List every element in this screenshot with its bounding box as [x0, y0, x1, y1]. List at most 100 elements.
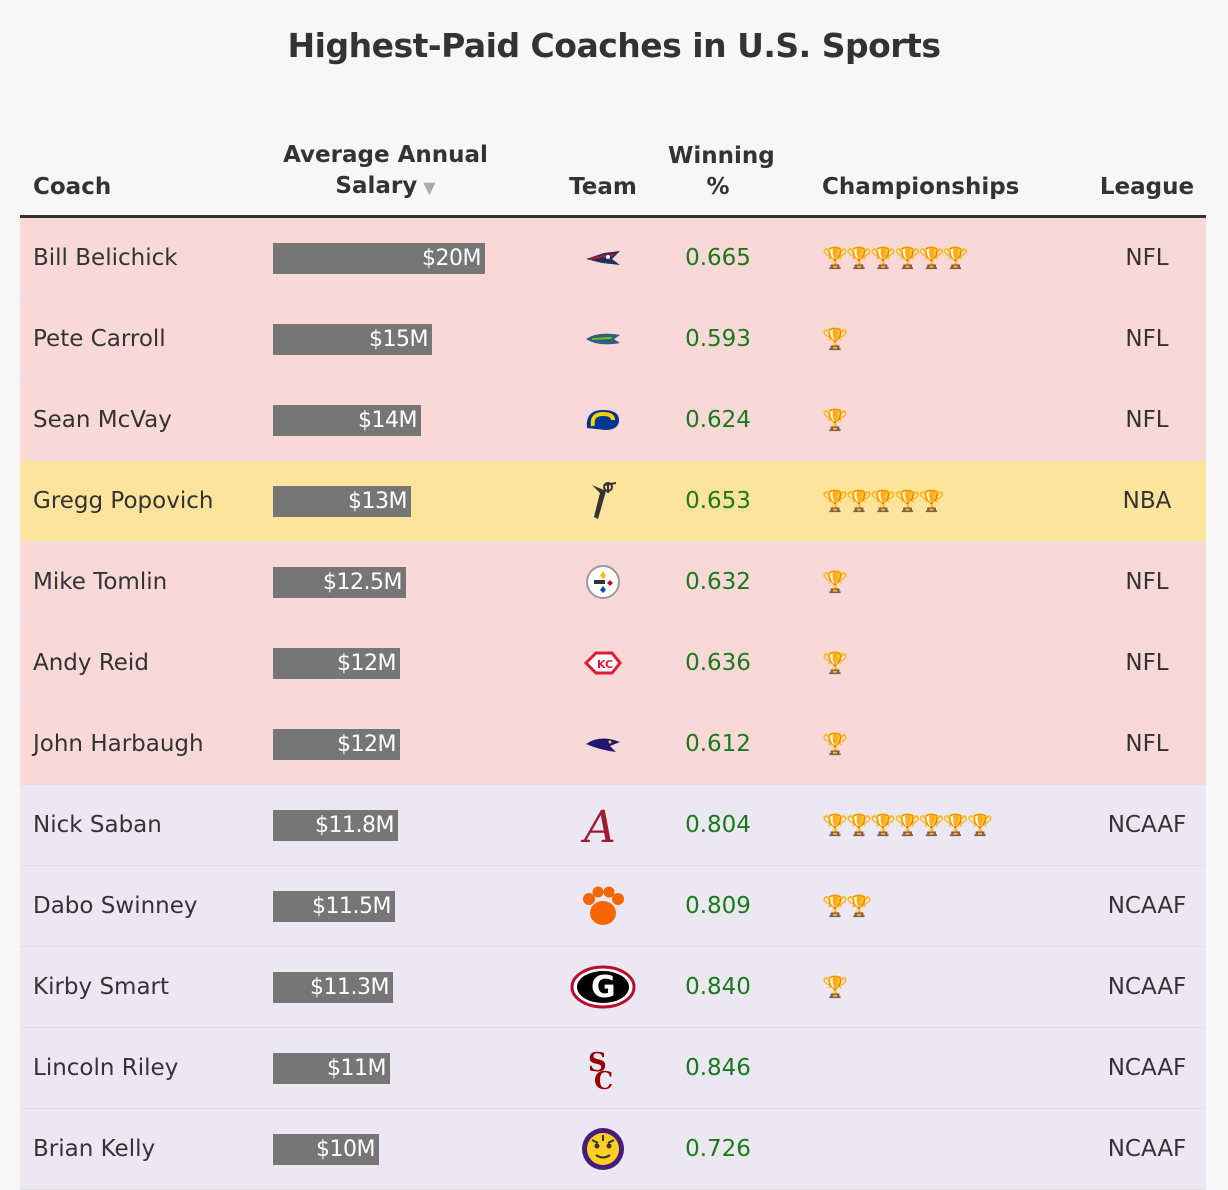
- salary-bar-track: $20M: [273, 243, 498, 274]
- patriots-logo-icon: [548, 218, 658, 298]
- trophy-icon: 🏆: [918, 246, 945, 270]
- header-salary[interactable]: Average Annual Salary ▼: [273, 140, 498, 203]
- table-row: Sean McVay $14M 0.624 🏆 NFL: [20, 380, 1206, 461]
- trophy-icon: 🏆: [822, 489, 848, 513]
- trophy-icon: 🏆: [870, 246, 896, 270]
- winning-percentage: 0.653: [685, 488, 751, 514]
- rams-logo-icon: [548, 380, 658, 460]
- header-salary-line1: Average Annual: [283, 142, 488, 168]
- league-label: NFL: [1125, 326, 1169, 352]
- coach-name: Brian Kelly: [33, 1136, 156, 1162]
- salary-bar-track: $15M: [273, 324, 498, 355]
- table-row: Brian Kelly $10M 0.726 NCAAF: [20, 1109, 1206, 1190]
- winning-percentage: 0.665: [685, 245, 751, 271]
- seahawks-logo-icon: [548, 299, 658, 379]
- league-label: NCAAF: [1107, 812, 1187, 838]
- sort-desc-icon[interactable]: ▼: [423, 178, 436, 197]
- salary-bar: $11.3M: [273, 972, 393, 1003]
- svg-text:G: G: [591, 970, 616, 1005]
- trophy-icon: 🏆: [846, 246, 872, 270]
- salary-bar: $11.8M: [273, 810, 398, 841]
- steelers-logo-icon: [548, 542, 658, 622]
- svg-text:A: A: [580, 802, 616, 848]
- salary-bar: $11M: [273, 1053, 390, 1084]
- trophy-icon: 🏆: [846, 489, 872, 513]
- header-salary-line2: Salary: [335, 173, 418, 199]
- page-title: Highest-Paid Coaches in U.S. Sports: [287, 26, 941, 65]
- table-row: Dabo Swinney $11.5M 0.809 🏆🏆 NCAAF: [20, 866, 1206, 947]
- header-winning-line1: Winning: [668, 143, 775, 169]
- spurs-logo-icon: [548, 461, 658, 541]
- league-label: NFL: [1125, 650, 1169, 676]
- winning-percentage: 0.624: [685, 407, 751, 433]
- trophy-icon: 🏆: [870, 489, 896, 513]
- table-row: Nick Saban $11.8M A 0.804 🏆🏆🏆🏆🏆🏆🏆 NCAAF: [20, 785, 1206, 866]
- table-row: Andy Reid $12M KC 0.636 🏆 NFL: [20, 623, 1206, 704]
- championships-trophies: 🏆🏆🏆🏆🏆: [822, 461, 945, 541]
- salary-bar-track: $12M: [273, 729, 498, 760]
- table-row: Mike Tomlin $12.5M 0.632 🏆 NFL: [20, 542, 1206, 623]
- trophy-icon: 🏆: [894, 246, 920, 270]
- coach-name: Gregg Popovich: [33, 488, 214, 514]
- league-label: NCAAF: [1107, 1136, 1187, 1162]
- salary-bar-track: $11.3M: [273, 972, 498, 1003]
- trophy-icon: 🏆: [846, 894, 872, 918]
- salary-bar: $12.5M: [273, 567, 406, 598]
- salary-bar-track: $11.8M: [273, 810, 498, 841]
- table-row: Bill Belichick $20M 0.665 🏆🏆🏆🏆🏆🏆 NFL: [20, 218, 1206, 299]
- coach-name: Mike Tomlin: [33, 569, 168, 595]
- alabama-logo-icon: A: [548, 785, 658, 865]
- salary-bar: $11.5M: [273, 891, 395, 922]
- table-body: Bill Belichick $20M 0.665 🏆🏆🏆🏆🏆🏆 NFL Pete Car…: [20, 218, 1206, 1190]
- table-header: Coach Average Annual Salary ▼ Team Winnin…: [20, 138, 1206, 218]
- header-winning-line2: %: [706, 174, 730, 200]
- clemson-logo-icon: [548, 866, 658, 946]
- ravens-logo-icon: [548, 704, 658, 784]
- trophy-icon: 🏆: [822, 408, 848, 432]
- coach-name: Sean McVay: [33, 407, 172, 433]
- header-championships[interactable]: Championships: [822, 174, 1020, 200]
- winning-percentage: 0.809: [685, 893, 751, 919]
- salary-bar-track: $10M: [273, 1134, 498, 1165]
- header-winning[interactable]: Winning %: [668, 141, 775, 203]
- trophy-icon: 🏆: [918, 489, 945, 513]
- trophy-icon: 🏆: [822, 327, 848, 351]
- salary-bar-track: $11.5M: [273, 891, 498, 922]
- trophy-icon: 🏆: [942, 246, 969, 270]
- coach-name: Dabo Swinney: [33, 893, 198, 919]
- trophy-icon: 🏆: [846, 813, 872, 837]
- trophy-icon: 🏆: [822, 651, 848, 675]
- winning-percentage: 0.612: [685, 731, 751, 757]
- league-label: NFL: [1125, 245, 1169, 271]
- winning-percentage: 0.840: [685, 974, 751, 1000]
- header-team[interactable]: Team: [569, 174, 637, 200]
- winning-percentage: 0.726: [685, 1136, 751, 1162]
- georgia-logo-icon: G: [548, 947, 658, 1027]
- championships-trophies: 🏆: [822, 947, 848, 1027]
- salary-bar-track: $12.5M: [273, 567, 498, 598]
- salary-bar: $10M: [273, 1134, 379, 1165]
- winning-percentage: 0.846: [685, 1055, 751, 1081]
- salary-bar: $20M: [273, 243, 485, 274]
- coaches-table: Coach Average Annual Salary ▼ Team Winnin…: [20, 138, 1206, 1190]
- header-coach[interactable]: Coach: [33, 174, 112, 200]
- winning-percentage: 0.632: [685, 569, 751, 595]
- coach-name: Lincoln Riley: [33, 1055, 179, 1081]
- trophy-icon: 🏆: [822, 732, 848, 756]
- championships-trophies: 🏆: [822, 299, 848, 379]
- league-label: NCAAF: [1107, 893, 1187, 919]
- trophy-icon: 🏆: [942, 813, 969, 837]
- header-league[interactable]: League: [1099, 174, 1195, 200]
- league-label: NFL: [1125, 731, 1169, 757]
- table-row: Lincoln Riley $11M S C 0.846 NCAAF: [20, 1028, 1206, 1109]
- championships-trophies: 🏆🏆: [822, 866, 872, 946]
- svg-text:S: S: [588, 1048, 607, 1078]
- salary-bar: $14M: [273, 405, 421, 436]
- table-row: Pete Carroll $15M 0.593 🏆 NFL: [20, 299, 1206, 380]
- salary-bar: $12M: [273, 648, 400, 679]
- coach-name: Andy Reid: [33, 650, 149, 676]
- coach-name: Bill Belichick: [33, 245, 178, 271]
- svg-text:C: C: [594, 1066, 613, 1091]
- svg-text:KC: KC: [597, 658, 613, 671]
